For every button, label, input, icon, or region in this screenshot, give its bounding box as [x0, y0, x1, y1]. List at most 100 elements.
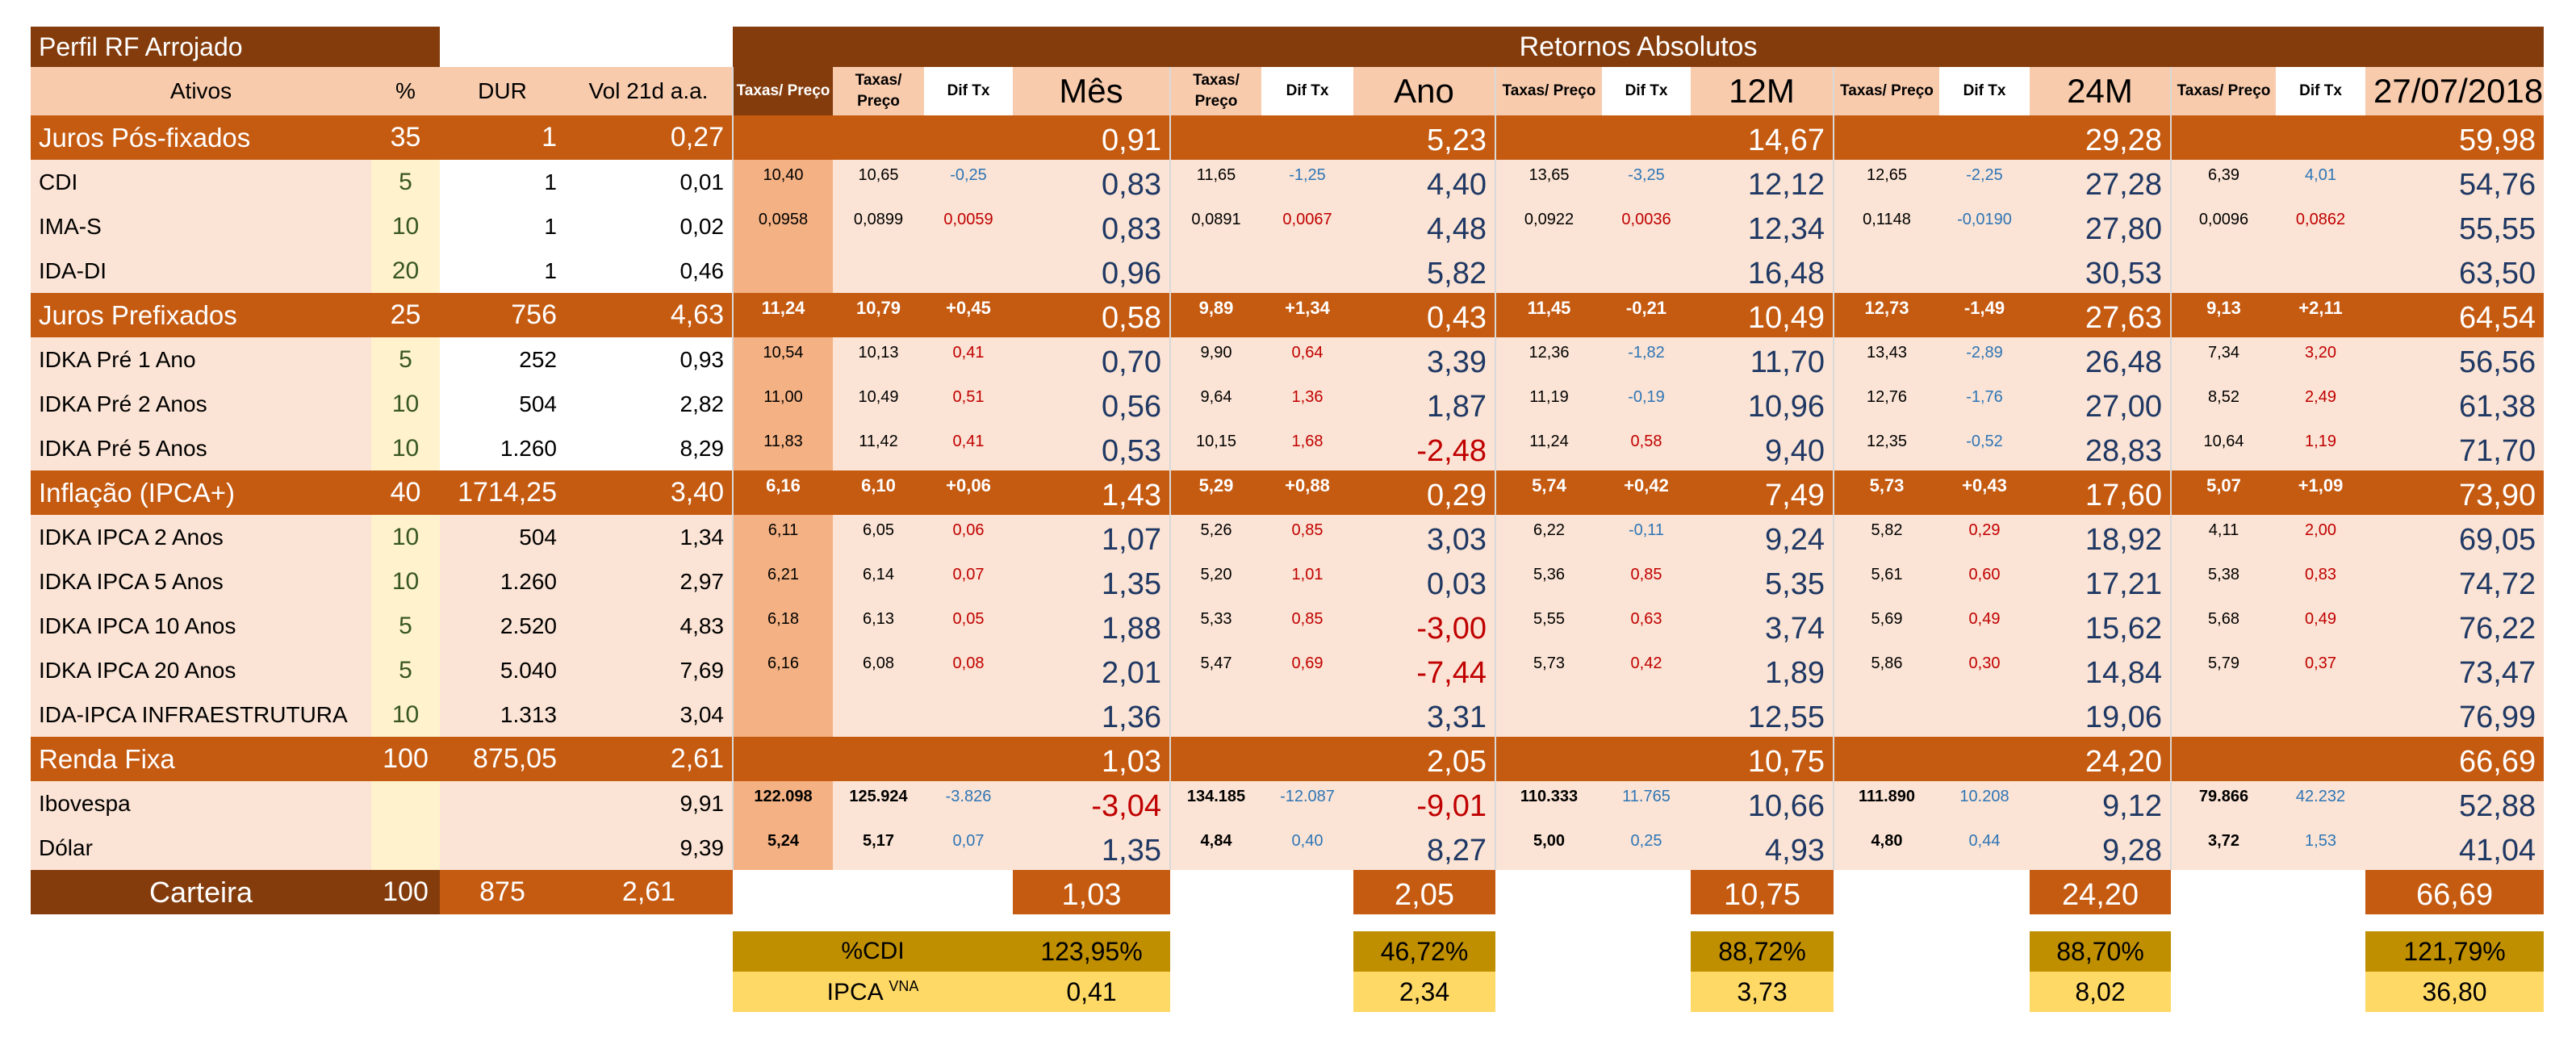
- current-rate: 6,18: [733, 604, 833, 648]
- return-date: 52,88: [2365, 781, 2545, 826]
- rate-diff-ano: [1261, 249, 1353, 293]
- asset-name: IDKA Pré 1 Ano: [31, 337, 371, 382]
- rate-date: 6,39: [2171, 160, 2276, 204]
- rate-diff-date: 42.232: [2276, 781, 2365, 826]
- cdi-row: %CDI 123,95% 46,72% 88,72% 88,70% 121,79%: [31, 931, 2545, 972]
- blank-cell: [1834, 972, 2030, 1012]
- return-24m: 26,48: [2030, 337, 2172, 382]
- rate-24m: 0,1148: [1834, 204, 1939, 249]
- rate-24m: 5,61: [1834, 559, 1939, 604]
- return-24m: 27,28: [2030, 160, 2172, 204]
- return-24m: 30,53: [2030, 249, 2172, 293]
- rate-24m: [1834, 737, 1939, 781]
- blank-cell: [1170, 931, 1353, 972]
- portfolio-return-12m: 10,75: [1691, 870, 1834, 914]
- rate-diff-date: 2,00: [2276, 515, 2365, 559]
- rate-diff-12m: -0,19: [1602, 382, 1691, 426]
- rate-diff-12m: [1602, 115, 1691, 160]
- rate-date: 7,34: [2171, 337, 2276, 382]
- ipca-row: IPCA VNA 0,41 2,34 3,73 8,02 36,80: [31, 972, 2545, 1012]
- blank-cell: [440, 27, 733, 67]
- rate-diff-24m: -0,0190: [1939, 204, 2030, 249]
- rate-diff-24m: -2,25: [1939, 160, 2030, 204]
- current-rate: [733, 737, 833, 781]
- return-mes: 0,83: [1013, 160, 1171, 204]
- return-mes: 0,83: [1013, 204, 1171, 249]
- return-12m: 10,49: [1691, 293, 1834, 337]
- rate-diff-mes: -0,25: [924, 160, 1013, 204]
- rate-mes: 10,49: [833, 382, 924, 426]
- return-ano: 0,29: [1353, 470, 1496, 515]
- return-date: 73,47: [2365, 648, 2545, 692]
- rate-24m: 5,86: [1834, 648, 1939, 692]
- portfolio-row: Carteira 100 875 2,61 1,03 2,05 10,75 24,20 66,6…: [31, 870, 2545, 914]
- current-rate: 6,11: [733, 515, 833, 559]
- rate-12m: 11,19: [1495, 382, 1602, 426]
- rate-diff-12m: 0,42: [1602, 648, 1691, 692]
- rate-diff-24m: 0,29: [1939, 515, 2030, 559]
- header-dur: DUR: [440, 67, 565, 115]
- group-row: Juros Pós-fixados 35 1 0,27 0,91 5,23 14,67 29,…: [31, 115, 2545, 160]
- asset-vol: 3,04: [565, 692, 734, 737]
- rate-mes: 6,10: [833, 470, 924, 515]
- rate-ano: 4,84: [1170, 826, 1261, 870]
- blank-cell: [2171, 931, 2365, 972]
- rate-diff-date: 1,53: [2276, 826, 2365, 870]
- rate-diff-date: [2276, 115, 2365, 160]
- rate-diff-ano: 0,85: [1261, 515, 1353, 559]
- rate-diff-24m: [1939, 692, 2030, 737]
- asset-dur: 504: [440, 382, 565, 426]
- current-rate: 11,00: [733, 382, 833, 426]
- return-mes: 0,70: [1013, 337, 1171, 382]
- rate-diff-24m: [1939, 737, 2030, 781]
- header-dif-12m: Dif Tx: [1602, 67, 1691, 115]
- blank-cell: [31, 914, 2545, 931]
- return-mes: 1,35: [1013, 559, 1171, 604]
- header-taxas-24m: Taxas/ Preço: [1834, 67, 1939, 115]
- rate-diff-ano: -12.087: [1261, 781, 1353, 826]
- ipca-row-value-ano: 2,34: [1353, 972, 1495, 1012]
- asset-name: IDKA IPCA 5 Anos: [31, 559, 371, 604]
- group-row: Inflação (IPCA+) 40 1714,25 3,40 6,16 6,10 +0,…: [31, 470, 2545, 515]
- return-mes: 0,58: [1013, 293, 1171, 337]
- asset-name: Ibovespa: [31, 781, 371, 826]
- rate-diff-24m: -0,52: [1939, 426, 2030, 470]
- rate-12m: [1495, 115, 1602, 160]
- asset-dur: 1.260: [440, 559, 565, 604]
- rate-diff-ano: 0,85: [1261, 604, 1353, 648]
- table-row: IDA-DI 20 1 0,46 0,96 5,82 16,48 30,53 63,50: [31, 249, 2545, 293]
- asset-pct: 5: [371, 160, 440, 204]
- return-ano: 3,31: [1353, 692, 1496, 737]
- rate-diff-24m: 10.208: [1939, 781, 2030, 826]
- rate-12m: 0,0922: [1495, 204, 1602, 249]
- rate-date: 4,11: [2171, 515, 2276, 559]
- rate-date: [2171, 692, 2276, 737]
- rate-mes: 6,14: [833, 559, 924, 604]
- header-ativos: Ativos: [31, 67, 371, 115]
- cdi-row-value-12m: 88,72%: [1691, 931, 1834, 972]
- taxas-line2: Preço: [1194, 93, 1238, 110]
- rate-diff-mes: 0,05: [924, 604, 1013, 648]
- blank-cell: [1834, 931, 2030, 972]
- ipca-row-value-mes: 0,41: [1013, 972, 1170, 1012]
- rate-diff-12m: [1602, 737, 1691, 781]
- return-12m: 7,49: [1691, 470, 1834, 515]
- rate-24m: 5,82: [1834, 515, 1939, 559]
- asset-vol: 0,93: [565, 337, 734, 382]
- asset-pct: 10: [371, 382, 440, 426]
- rate-ano: 10,15: [1170, 426, 1261, 470]
- rate-24m: 13,43: [1834, 337, 1939, 382]
- ipca-row-value-12m: 3,73: [1691, 972, 1834, 1012]
- asset-name: Juros Pós-fixados: [31, 115, 371, 160]
- return-ano: 5,82: [1353, 249, 1496, 293]
- rate-diff-mes: 0,07: [924, 559, 1013, 604]
- rate-diff-mes: [924, 737, 1013, 781]
- return-mes: 0,91: [1013, 115, 1171, 160]
- rate-diff-mes: [924, 692, 1013, 737]
- header-taxas-current: Taxas/ Preço: [733, 67, 833, 115]
- rate-12m: 11,24: [1495, 426, 1602, 470]
- return-date: 76,99: [2365, 692, 2545, 737]
- rate-diff-24m: 0,60: [1939, 559, 2030, 604]
- rate-date: 9,13: [2171, 293, 2276, 337]
- summary-label-sup: VNA: [889, 977, 919, 994]
